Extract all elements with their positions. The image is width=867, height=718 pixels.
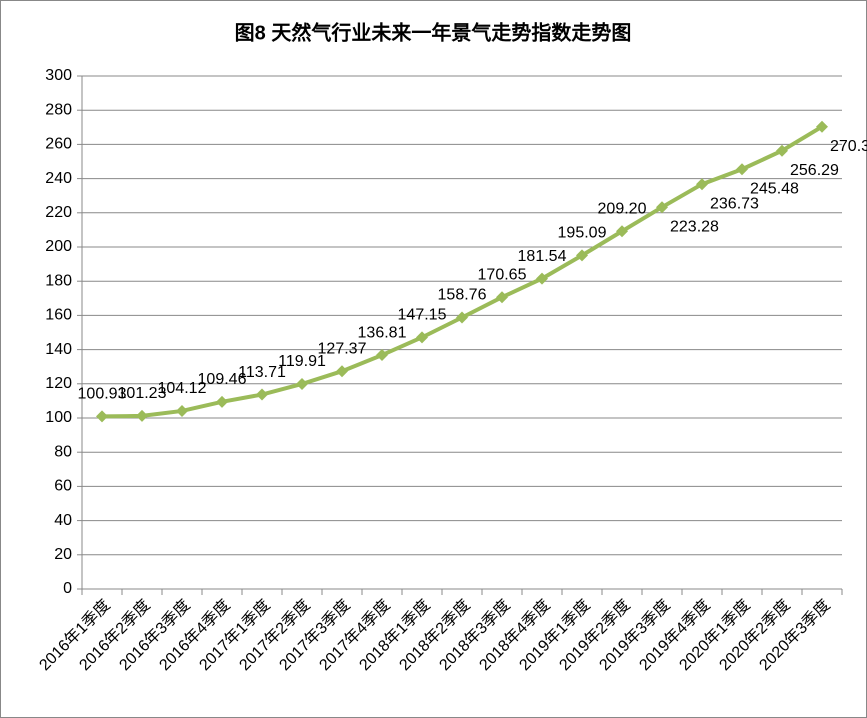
marker [496,291,508,304]
y-tick-label: 60 [54,478,72,495]
y-tick-label: 80 [54,443,72,460]
y-tick-label: 200 [45,238,72,255]
data-label: 100.93 [78,386,127,403]
y-tick-label: 160 [45,307,72,324]
marker [136,409,148,422]
data-label: 119.91 [278,353,326,370]
y-tick-label: 20 [54,546,72,563]
marker [576,249,588,262]
marker [296,377,308,390]
marker [616,225,628,238]
data-label: 101.23 [118,385,167,402]
data-label: 245.48 [750,180,799,197]
data-label: 223.28 [670,218,719,235]
marker [456,311,468,324]
marker [816,120,828,133]
data-label: 195.09 [558,225,607,242]
data-label: 170.65 [478,266,527,283]
marker [736,163,748,176]
data-label: 181.54 [518,248,567,265]
data-label: 113.71 [238,364,286,381]
data-label: 236.73 [710,195,759,212]
marker [256,388,268,401]
data-label: 147.15 [398,307,447,324]
y-tick-label: 40 [54,512,72,529]
y-tick-label: 100 [45,409,72,426]
data-label: 270.35 [830,138,867,155]
data-label: 109.46 [198,371,247,388]
y-tick-label: 0 [63,580,72,597]
data-label: 158.76 [438,287,487,304]
marker [176,404,188,417]
marker [376,349,388,362]
data-label: 209.20 [598,200,647,217]
data-label: 127.37 [318,340,367,357]
marker [776,144,788,157]
chart-title: 图8 天然气行业未来一年景气走势指数走势图 [235,20,632,44]
marker [696,178,708,191]
marker [336,365,348,378]
y-tick-label: 180 [45,272,72,289]
y-tick-label: 120 [45,375,72,392]
y-tick-label: 280 [45,101,72,118]
marker [656,201,668,214]
marker [216,395,228,408]
data-label: 104.12 [158,380,207,397]
y-tick-label: 260 [45,136,72,153]
marker [536,272,548,285]
y-tick-label: 240 [45,170,72,187]
marker [96,410,108,423]
y-tick-label: 140 [45,341,72,358]
marker [416,331,428,344]
y-tick-label: 220 [45,204,72,221]
y-tick-label: 300 [45,67,72,84]
data-label: 256.29 [790,162,839,179]
data-label: 136.81 [358,324,407,341]
